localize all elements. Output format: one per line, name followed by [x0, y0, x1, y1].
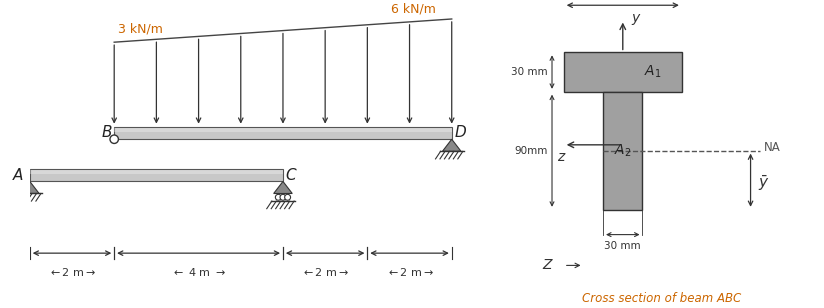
Text: C: C [285, 168, 296, 183]
Text: 30 mm: 30 mm [605, 241, 641, 251]
Text: $\leftarrow$2 m$\rightarrow$: $\leftarrow$2 m$\rightarrow$ [386, 266, 433, 278]
Text: 3 kN/m: 3 kN/m [119, 23, 163, 36]
Text: 90mm: 90mm [514, 146, 547, 156]
Bar [30, 169, 283, 181]
Text: D: D [454, 125, 466, 140]
Polygon shape [274, 181, 293, 193]
Text: Cross section of beam ABC: Cross section of beam ABC [583, 292, 742, 305]
Text: $A_1$: $A_1$ [644, 64, 661, 80]
Bar [603, 92, 643, 210]
Polygon shape [21, 181, 39, 193]
Text: $\leftarrow$2 m$\rightarrow$: $\leftarrow$2 m$\rightarrow$ [48, 266, 96, 278]
Text: $\leftarrow$2 m$\rightarrow$: $\leftarrow$2 m$\rightarrow$ [301, 266, 349, 278]
Circle shape [110, 135, 119, 144]
Text: z: z [557, 150, 564, 164]
Circle shape [284, 194, 291, 200]
Circle shape [280, 194, 286, 200]
Text: y: y [631, 11, 639, 25]
Text: $A_2$: $A_2$ [614, 143, 631, 159]
Text: NA: NA [764, 141, 780, 154]
Text: B: B [101, 125, 112, 140]
Bar [30, 170, 283, 174]
Bar [564, 52, 681, 92]
Text: $\leftarrow$ 4 m $\rightarrow$: $\leftarrow$ 4 m $\rightarrow$ [171, 266, 226, 278]
Text: A: A [13, 168, 23, 183]
Text: 30 mm: 30 mm [511, 67, 547, 77]
Bar [115, 128, 452, 132]
Circle shape [275, 194, 281, 200]
Polygon shape [442, 139, 461, 151]
Text: 6 kN/m: 6 kN/m [391, 2, 435, 16]
Bar [115, 127, 452, 139]
Text: $\bar{y}$: $\bar{y}$ [758, 174, 770, 193]
Text: Z: Z [543, 258, 552, 272]
